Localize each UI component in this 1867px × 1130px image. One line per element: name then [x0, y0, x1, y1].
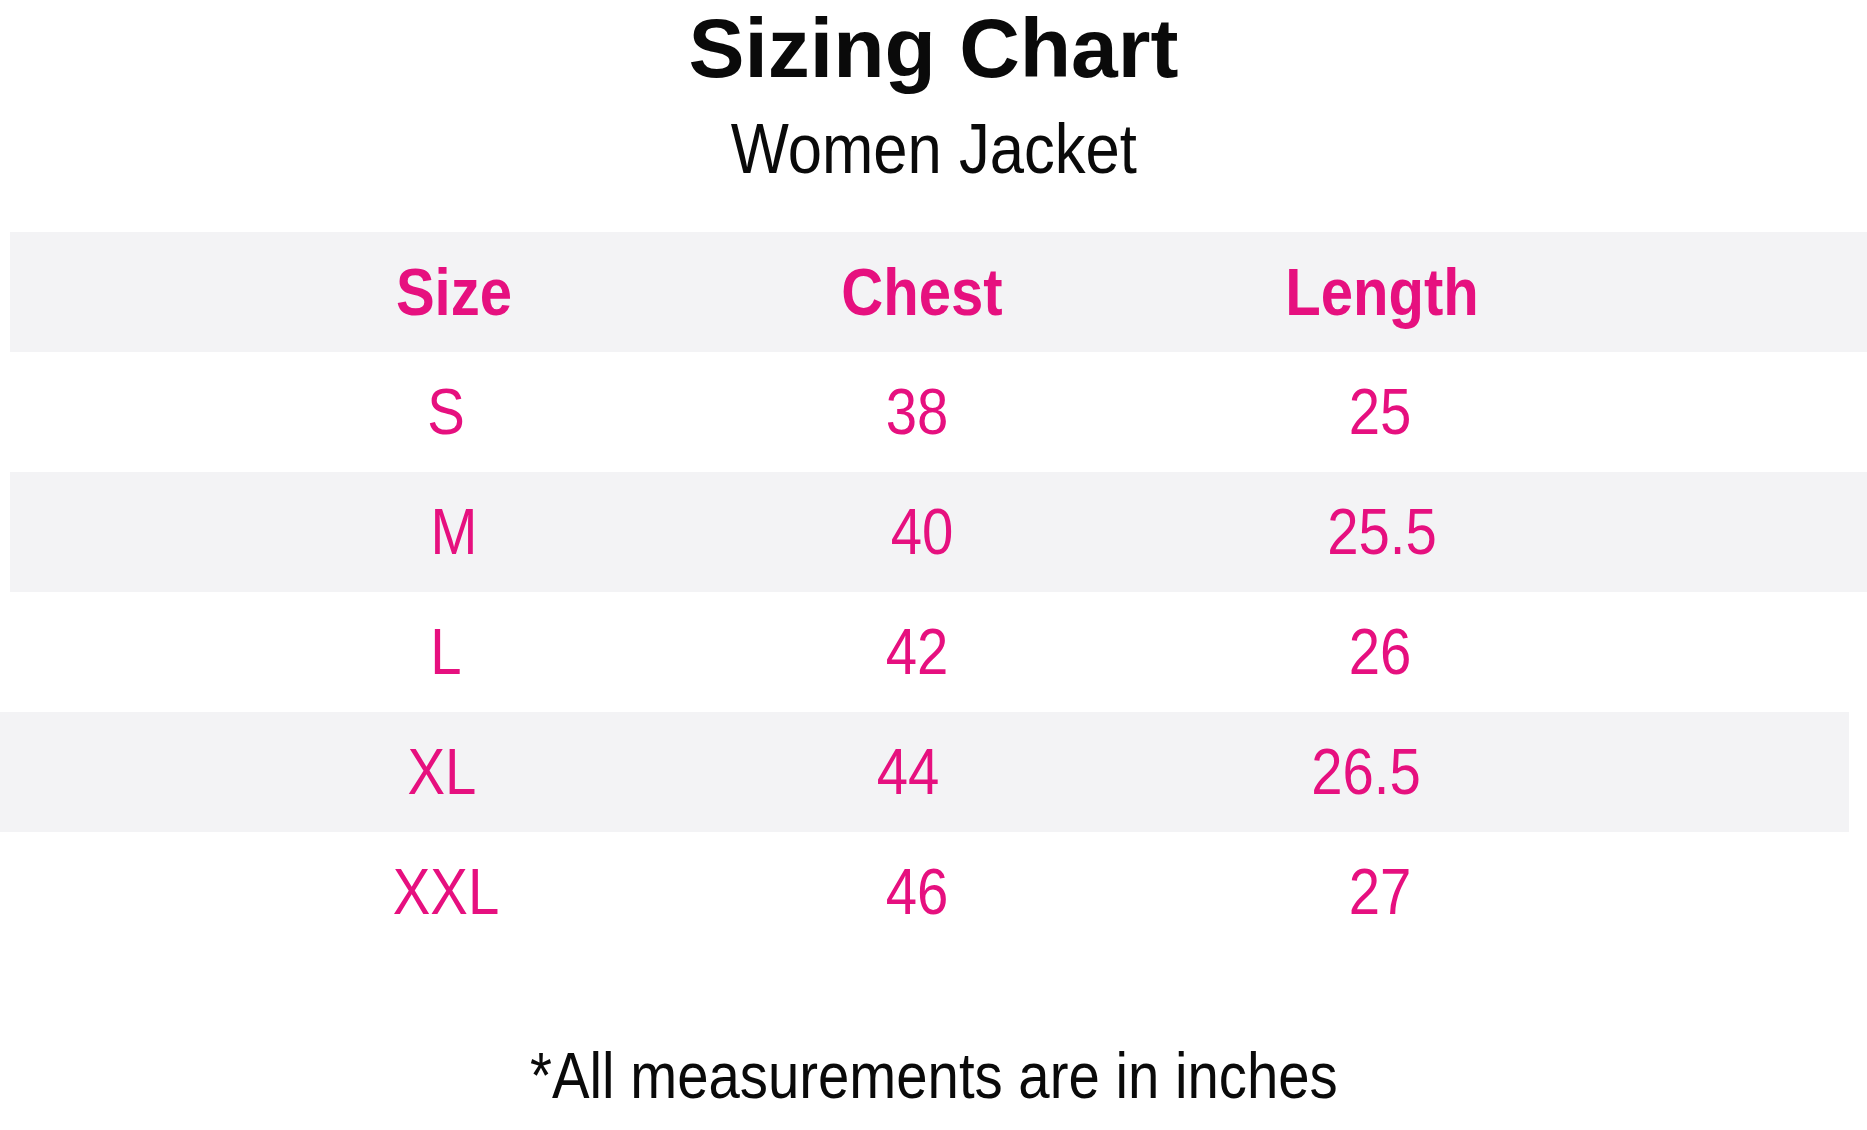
- cell-chest-xxl-value: 46: [885, 860, 948, 924]
- column-header-chest: Chest: [830, 259, 1013, 325]
- cell-size-xl-value: XL: [407, 740, 476, 804]
- column-header-chest-label: Chest: [841, 259, 1002, 325]
- column-header-length-label: Length: [1286, 259, 1480, 325]
- cell-length-l-value: 26: [1348, 620, 1411, 684]
- table-row-m: M 40 25.5: [10, 472, 1867, 592]
- cell-chest-l-value: 42: [885, 620, 948, 684]
- cell-length-m: 25.5: [1320, 500, 1445, 564]
- cell-size-xxl: XXL: [386, 860, 507, 924]
- measurements-note-text: *All measurements are in inches: [530, 1044, 1338, 1108]
- cell-size-m: M: [427, 500, 480, 564]
- cell-size-m-value: M: [430, 500, 477, 564]
- page-subtitle-text: Women Jacket: [730, 114, 1136, 184]
- cell-chest-s-value: 38: [885, 380, 948, 444]
- cell-size-l: L: [428, 620, 464, 684]
- cell-length-xxl-value: 27: [1348, 860, 1411, 924]
- column-header-size-label: Size: [396, 259, 512, 325]
- cell-length-l: 26: [1344, 620, 1415, 684]
- cell-size-xl: XL: [403, 740, 481, 804]
- size-table: Size Chest Length S 38 25 M 40 25.5 L 42…: [0, 232, 1867, 952]
- cell-chest-s: 38: [881, 380, 952, 444]
- cell-size-xxl-value: XXL: [393, 860, 499, 924]
- cell-chest-l: 42: [881, 620, 952, 684]
- cell-length-xl: 26.5: [1304, 740, 1429, 804]
- cell-size-s-value: S: [427, 380, 465, 444]
- column-header-length: Length: [1272, 259, 1492, 325]
- page-subtitle: Women Jacket: [0, 114, 1867, 184]
- cell-length-s: 25: [1344, 380, 1415, 444]
- cell-chest-m-value: 40: [890, 500, 953, 564]
- table-row-s: S 38 25: [0, 352, 1867, 472]
- cell-chest-xl-value: 44: [877, 740, 940, 804]
- table-row-xxl: XXL 46 27: [0, 832, 1867, 952]
- cell-chest-xl: 44: [872, 740, 943, 804]
- cell-chest-m: 40: [886, 500, 957, 564]
- table-row-l: L 42 26: [0, 592, 1867, 712]
- cell-length-s-value: 25: [1348, 380, 1411, 444]
- cell-chest-xxl: 46: [881, 860, 952, 924]
- cell-size-s: S: [425, 380, 468, 444]
- table-header-row: Size Chest Length: [10, 232, 1867, 352]
- cell-length-xxl: 27: [1344, 860, 1415, 924]
- sizing-chart-page: Sizing Chart Women Jacket Size Chest Len…: [0, 0, 1867, 1130]
- cell-length-m-value: 25.5: [1328, 500, 1438, 564]
- cell-size-l-value: L: [431, 620, 462, 684]
- table-row-xl: XL 44 26.5: [0, 712, 1849, 832]
- cell-length-xl-value: 26.5: [1312, 740, 1422, 804]
- column-header-size: Size: [388, 259, 520, 325]
- page-title: Sizing Chart: [0, 6, 1867, 90]
- measurements-note: *All measurements are in inches: [0, 1044, 1867, 1108]
